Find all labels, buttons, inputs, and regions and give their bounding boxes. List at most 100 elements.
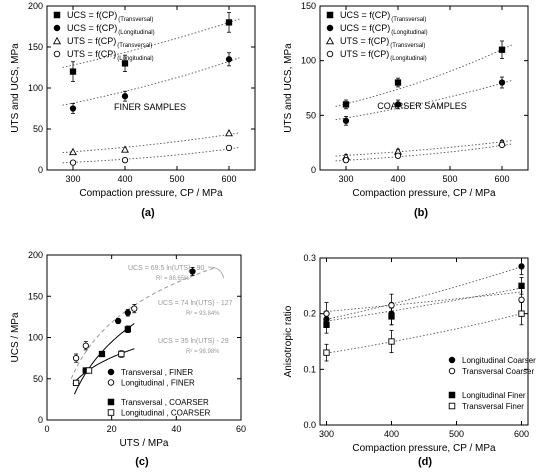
data-point: [388, 313, 395, 320]
legend-label: Transversal Coarser: [462, 367, 535, 376]
x-tick-label: 40: [171, 424, 181, 434]
y-tick-label: 50: [33, 124, 43, 134]
fit-curve: [335, 143, 513, 162]
y-axis-label: UCS / MPa: [10, 312, 21, 362]
y-tick-label: 0: [38, 165, 43, 175]
legend-label: UCS = f(CP): [340, 23, 390, 33]
y-axis-label: UTS and UCS, MPa: [10, 43, 21, 133]
legend-marker: [107, 409, 115, 416]
x-tick-label: 300: [319, 429, 334, 439]
fit-equation: UCS = 35 ln(UTS) - 29: [158, 338, 229, 345]
panel-label: (b): [414, 207, 428, 219]
x-tick-label: 300: [338, 174, 353, 184]
annotation-connector: [207, 266, 225, 279]
x-tick-label: 300: [65, 174, 80, 184]
chart-panel-c: 0 20 40 60 0 50 100 150 200 UTS / MPa UCS / MPa (c)…: [10, 250, 246, 468]
data-point: [342, 117, 350, 124]
data-point: [114, 317, 122, 325]
x-tick-label: 600: [494, 174, 509, 184]
y-tick-label: 150: [28, 42, 43, 52]
x-axis-label: Compaction pressure, CP / MPa: [352, 443, 496, 454]
y-tick-label: 100: [28, 83, 43, 93]
fit-curve: [62, 57, 240, 106]
x-tick-label: 60: [236, 424, 246, 434]
data-point: [121, 157, 129, 164]
x-axis-label: Compaction pressure, CP / MPa: [352, 188, 496, 199]
y-tick-label: 200: [28, 1, 43, 11]
data-point: [225, 128, 233, 137]
plot-frame: [319, 257, 529, 426]
panel-label: (d): [418, 456, 432, 468]
legend-marker: [107, 398, 115, 406]
data-point: [388, 338, 395, 345]
data-point: [323, 321, 330, 328]
chart-panel-b: 300 400 500 600 0 50 100 150 Compaction pressure…: [283, 1, 529, 219]
chart-panel-d: 300 400 500 600 0.0 0.1 0.2 0.3 Compaction press…: [283, 253, 536, 468]
legend-label-subscript: (Transversal): [391, 17, 426, 23]
x-tick-label: 400: [117, 174, 132, 184]
data-point: [72, 379, 80, 387]
fit-curve: [74, 323, 135, 395]
fit-curve: [70, 267, 216, 379]
legend-marker: [448, 356, 456, 364]
x-tick-label: 0: [44, 424, 49, 434]
legend-marker: [107, 368, 115, 376]
legend-label: UTS = f(CP): [340, 49, 389, 59]
legend-label: Longitudinal Finer: [462, 391, 526, 400]
legend-label: Transversal Finer: [462, 402, 524, 411]
legend-marker: [326, 24, 334, 32]
legend-label: Longitudinal , COARSER: [121, 409, 211, 418]
data-point: [323, 349, 330, 356]
data-point: [225, 56, 233, 63]
legend-marker: [53, 11, 61, 19]
legend-label: UTS = f(CP): [67, 36, 116, 46]
data-point: [394, 152, 402, 159]
data-point: [121, 145, 129, 153]
plot-frame: [319, 5, 529, 171]
data-point: [498, 79, 506, 86]
data-point: [394, 101, 402, 108]
data-point: [69, 105, 77, 112]
y-tick-label: 100: [28, 333, 43, 343]
fit-curve: [335, 79, 513, 121]
data-point: [342, 101, 350, 108]
legend-marker: [107, 379, 115, 386]
data-point: [85, 367, 93, 374]
legend: Longitudinal Coarser Transversal Coarser L…: [448, 356, 536, 411]
fit-curve: [62, 132, 240, 154]
legend: UCS = f(CP) (Transversal)UCS = f(CP) (Long…: [325, 10, 428, 62]
legend-label: Transversal , FINER: [121, 368, 193, 377]
x-axis-label: UTS / MPa: [120, 438, 169, 449]
x-tick-label: 500: [449, 429, 464, 439]
fit-r2: R² = 98.98%: [186, 349, 220, 355]
legend-marker: [326, 11, 334, 19]
data-point: [118, 350, 125, 358]
data-point: [124, 326, 131, 333]
x-axis-label: Compaction pressure, CP / MPa: [79, 188, 223, 199]
legend-label: UCS = f(CP): [340, 10, 390, 20]
panel-annotation: FINER SAMPLES: [114, 102, 186, 112]
data-point: [124, 309, 131, 316]
fit-r2: R² = 86.65%: [156, 276, 190, 282]
legend-label-subscript: (Transversal): [390, 43, 425, 49]
y-tick-label: 150: [28, 291, 43, 301]
legend-label: UTS = f(CP): [340, 36, 389, 46]
y-axis-label: Anisotropic ratio: [283, 305, 294, 377]
data-point: [388, 302, 395, 309]
y-tick-label: 0: [311, 165, 316, 175]
legend: UCS = f(CP) (Transversal)UCS = f(CP) (Long…: [52, 10, 155, 62]
x-tick-label: 600: [514, 429, 529, 439]
data-point: [498, 46, 506, 53]
legend-label: Longitudinal , FINER: [121, 379, 195, 388]
legend-label-subscript: (Transversal): [118, 17, 153, 23]
legend-label-subscript: (Longitudinal): [117, 56, 153, 62]
data-point: [69, 147, 77, 156]
x-tick-label: 400: [384, 429, 399, 439]
legend-marker: [448, 367, 456, 375]
panel-annotation: COARSER SAMPLES: [377, 101, 467, 111]
legend-marker: [325, 36, 335, 45]
legend-label-subscript: (Longitudinal): [118, 30, 154, 36]
fit-equation: UCS = 74 ln(UTS) - 127: [158, 300, 233, 307]
fit-curve: [323, 291, 525, 313]
